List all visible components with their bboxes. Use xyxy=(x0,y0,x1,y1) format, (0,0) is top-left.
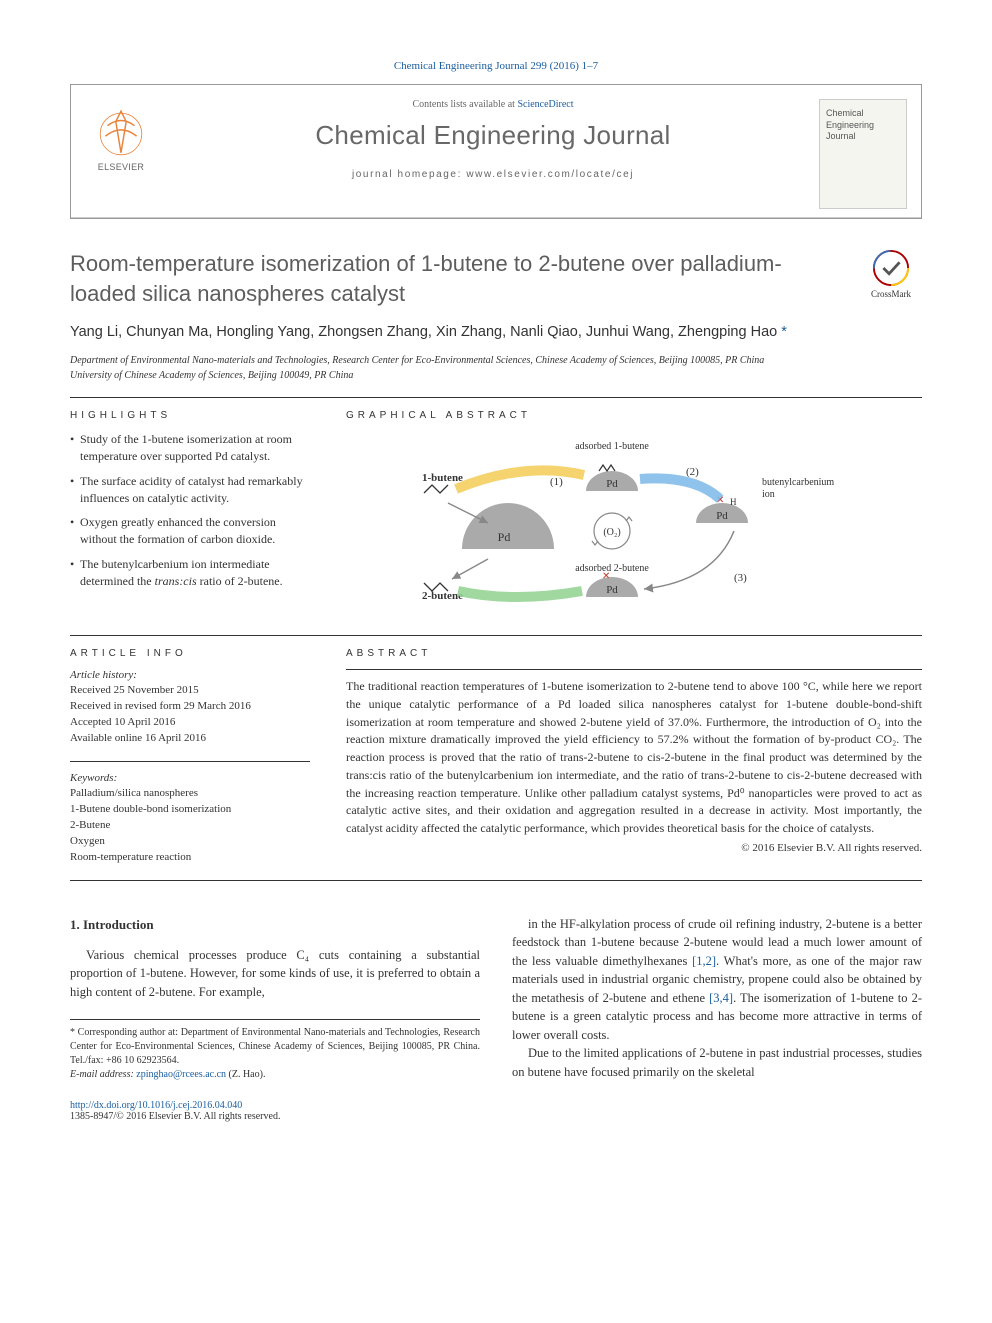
authors-line: Yang Li, Chunyan Ma, Hongling Yang, Zhon… xyxy=(70,322,922,344)
intro-paragraph: in the HF-alkylation process of crude oi… xyxy=(512,915,922,1045)
graphical-abstract: Pd Pd adsorbed 1-butene Pd ✕ H Pd ✕ adso… xyxy=(346,431,922,621)
intro-paragraph: Various chemical processes produce C₄ cu… xyxy=(70,946,480,1002)
homepage-prefix: journal homepage: xyxy=(352,169,466,180)
intro-paragraph: Due to the limited applications of 2-but… xyxy=(512,1044,922,1081)
journal-cover-thumb: Chemical Engineering Journal xyxy=(819,99,907,209)
svg-text:H: H xyxy=(730,497,737,507)
history-line: Accepted 10 April 2016 xyxy=(70,715,310,731)
keyword: Palladium/silica nanospheres xyxy=(70,786,310,802)
svg-text:Pd: Pd xyxy=(606,584,618,596)
svg-text:Pd: Pd xyxy=(716,510,728,522)
svg-text:ion: ion xyxy=(762,489,775,500)
history-line: Available online 16 April 2016 xyxy=(70,731,310,747)
intro-heading: 1. Introduction xyxy=(70,915,480,934)
copyright-line: © 2016 Elsevier B.V. All rights reserved… xyxy=(346,842,922,854)
citation-ref[interactable]: [1,2] xyxy=(692,954,716,968)
lists-available-line: Contents lists available at ScienceDirec… xyxy=(167,99,819,110)
svg-text:Pd: Pd xyxy=(498,530,511,544)
citation-ref[interactable]: [3,4] xyxy=(709,991,733,1005)
svg-text:adsorbed 1-butene: adsorbed 1-butene xyxy=(575,441,649,452)
email-line: E-mail address: zpinghao@rcees.ac.cn (Z.… xyxy=(70,1068,480,1082)
corresponding-footnote: * Corresponding author at: Department of… xyxy=(70,1026,480,1068)
highlight-item: Oxygen greatly enhanced the conversion w… xyxy=(70,514,310,548)
corresponding-marker: * xyxy=(777,324,787,340)
divider xyxy=(70,397,922,398)
keyword: 2-Butene xyxy=(70,818,310,834)
highlight-item: The butenylcarbenium ion intermediate de… xyxy=(70,556,310,590)
affiliation-line: Department of Environmental Nano-materia… xyxy=(70,354,922,369)
divider xyxy=(70,635,922,636)
keyword: 1-Butene double-bond isomerization xyxy=(70,802,310,818)
issn-copyright: 1385-8947/© 2016 Elsevier B.V. All right… xyxy=(70,1111,922,1122)
keywords-label: Keywords: xyxy=(70,772,310,784)
homepage-line: journal homepage: www.elsevier.com/locat… xyxy=(167,169,819,180)
svg-text:(3): (3) xyxy=(734,572,747,584)
article-title: Room-temperature isomerization of 1-bute… xyxy=(70,249,860,308)
citation-line: Chemical Engineering Journal 299 (2016) … xyxy=(70,60,922,72)
svg-text:Pd: Pd xyxy=(606,478,618,490)
svg-text:(1): (1) xyxy=(550,476,563,488)
divider xyxy=(70,880,922,881)
email-label: E-mail address: xyxy=(70,1069,136,1080)
history-label: Article history: xyxy=(70,669,310,681)
email-link[interactable]: zpinghao@rcees.ac.cn xyxy=(136,1069,226,1080)
article-info-label: ARTICLE INFO xyxy=(70,648,310,659)
doi-link[interactable]: http://dx.doi.org/10.1016/j.cej.2016.04.… xyxy=(70,1100,242,1111)
elsevier-label: ELSEVIER xyxy=(98,162,144,172)
graphical-abstract-label: GRAPHICAL ABSTRACT xyxy=(346,410,922,421)
crossmark-badge[interactable]: CrossMark xyxy=(860,249,922,299)
affiliation-line: University of Chinese Academy of Science… xyxy=(70,369,922,384)
svg-text:(O₂): (O₂) xyxy=(603,527,620,538)
abstract-label: ABSTRACT xyxy=(346,648,922,659)
abstract-text: The traditional reaction temperatures of… xyxy=(346,678,922,838)
bottom-bar: http://dx.doi.org/10.1016/j.cej.2016.04.… xyxy=(70,1100,922,1122)
svg-text:(2): (2) xyxy=(686,466,699,478)
svg-text:butenylcarbenium: butenylcarbenium xyxy=(762,477,834,488)
svg-text:1-butene: 1-butene xyxy=(422,472,463,484)
highlight-item: The surface acidity of catalyst had rema… xyxy=(70,473,310,507)
history-line: Received 25 November 2015 xyxy=(70,683,310,699)
email-suffix: (Z. Hao). xyxy=(226,1069,265,1080)
homepage-url[interactable]: www.elsevier.com/locate/cej xyxy=(466,169,634,180)
svg-text:adsorbed 2-butene: adsorbed 2-butene xyxy=(575,563,649,574)
affiliations: Department of Environmental Nano-materia… xyxy=(70,354,922,383)
highlights-list: Study of the 1-butene isomerization at r… xyxy=(70,431,310,589)
crossmark-label: CrossMark xyxy=(860,289,922,299)
highlights-label: HIGHLIGHTS xyxy=(70,410,310,421)
keyword: Oxygen xyxy=(70,834,310,850)
svg-text:2-butene: 2-butene xyxy=(422,590,463,602)
elsevier-logo: ELSEVIER xyxy=(85,99,157,179)
history-line: Received in revised form 29 March 2016 xyxy=(70,699,310,715)
authors-names: Yang Li, Chunyan Ma, Hongling Yang, Zhon… xyxy=(70,324,777,340)
journal-name: Chemical Engineering Journal xyxy=(167,120,819,151)
keyword: Room-temperature reaction xyxy=(70,850,310,866)
highlight-item: Study of the 1-butene isomerization at r… xyxy=(70,431,310,465)
lists-prefix: Contents lists available at xyxy=(412,99,517,110)
journal-header: ELSEVIER Contents lists available at Sci… xyxy=(70,84,922,219)
sciencedirect-link[interactable]: ScienceDirect xyxy=(517,99,573,110)
